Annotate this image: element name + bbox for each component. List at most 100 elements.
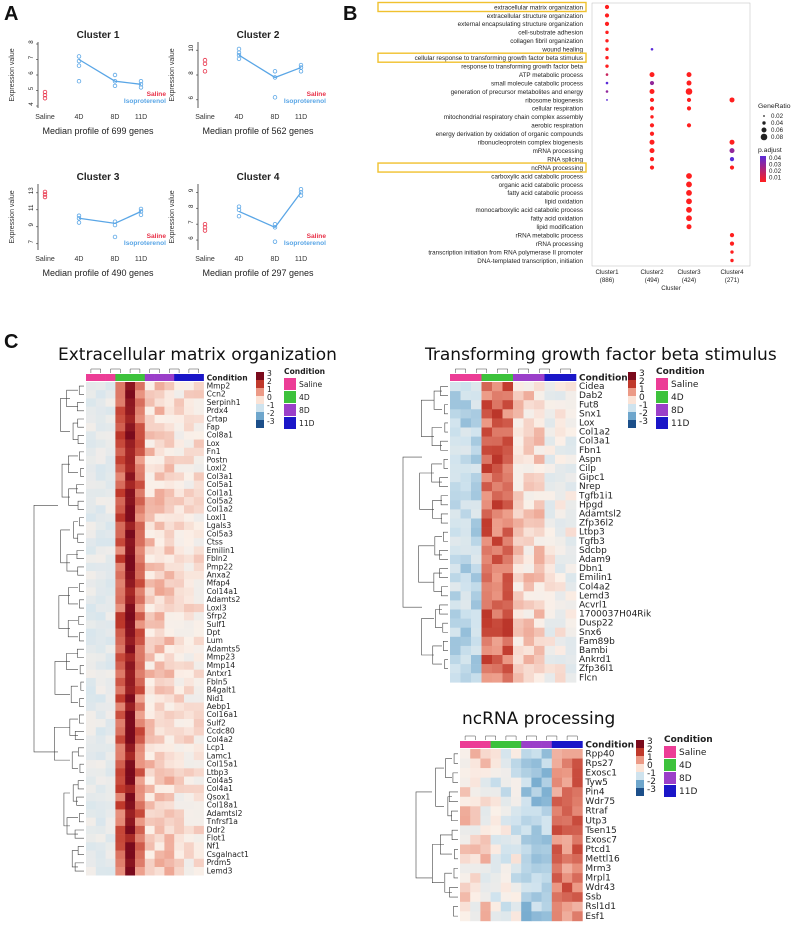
heat-cell [471, 673, 482, 683]
plot-frame [591, 2, 751, 267]
legend-isoproterenol: Isoproterenol [284, 240, 326, 247]
heat-cell [531, 901, 542, 912]
heat-cell [154, 719, 165, 728]
heat-cell [490, 796, 502, 807]
heat-cell [460, 609, 472, 619]
heat-cell [174, 414, 185, 424]
heat-cell [164, 571, 175, 580]
heat-cell [86, 727, 97, 736]
heat-cell [551, 768, 563, 778]
heat-cell [492, 418, 503, 428]
heat-cell [135, 488, 146, 498]
gene-label: Hpgd [579, 500, 603, 510]
heat-cell [551, 787, 563, 798]
heat-cell [115, 595, 126, 605]
heat-cell [193, 677, 204, 687]
heat-cell [492, 427, 503, 437]
condition-bar-cell [500, 741, 512, 748]
heat-cell [460, 844, 471, 855]
row-dendrogram [33, 385, 84, 872]
iso-point [112, 72, 118, 78]
heat-cell [125, 669, 136, 679]
go-term-label: external encapsulating structure organiz… [458, 21, 584, 28]
heat-cell [105, 760, 116, 769]
heat-cell [481, 518, 493, 528]
heat-cell [184, 603, 195, 613]
heat-cell [513, 609, 524, 619]
heat-cell [460, 545, 472, 556]
condition-bar-cell [471, 374, 482, 381]
scale-tick-label: -2 [639, 409, 648, 419]
scale-tick-label: -3 [639, 417, 648, 427]
heat-cell [565, 445, 577, 456]
heat-cell [531, 796, 542, 807]
heat-cell [154, 801, 165, 810]
heat-cell [193, 768, 204, 777]
heat-cell [174, 620, 185, 629]
heat-cell [460, 518, 472, 528]
scale-swatch [636, 748, 644, 756]
heat-cell [513, 527, 524, 537]
median-line [78, 58, 142, 85]
condition-legend-label: Saline [679, 748, 707, 758]
heat-cell [105, 858, 116, 868]
heat-cell [174, 480, 185, 490]
heat-cell [144, 809, 155, 818]
heat-cell [115, 513, 126, 523]
y-tick-label: 10 [188, 44, 195, 51]
heat-cell [544, 536, 556, 547]
heat-cell [86, 677, 97, 687]
heat-cell [135, 620, 146, 629]
heat-cell [500, 854, 512, 864]
heat-cell [144, 825, 155, 835]
heat-cell [492, 409, 503, 419]
heat-cell [562, 806, 573, 817]
heat-cell [502, 500, 514, 510]
heat-cell [193, 455, 204, 465]
heat-cell [184, 653, 195, 662]
heat-cell [481, 536, 493, 547]
heat-cell [562, 901, 573, 912]
heat-cell [115, 866, 126, 876]
heat-cell [135, 719, 146, 728]
heat-cell [184, 612, 195, 621]
dot [604, 13, 610, 18]
heat-cell [470, 749, 481, 759]
heat-cell [164, 513, 175, 523]
heat-cell [450, 445, 461, 456]
heat-cell [174, 562, 185, 572]
heat-cell [541, 768, 553, 778]
heat-cell [86, 842, 97, 851]
heat-cell [135, 587, 146, 597]
heat-cell [534, 473, 545, 483]
heat-cell [144, 768, 155, 777]
condition-legend-label: 8D [299, 406, 310, 415]
heat-cell [193, 636, 204, 646]
heat-cell [95, 497, 106, 506]
heat-cell [534, 564, 545, 574]
heat-cell [544, 454, 556, 465]
heat-cell [551, 749, 563, 759]
heat-cell [565, 536, 577, 547]
heat-cell [492, 636, 503, 647]
heat-cell [492, 482, 503, 492]
heat-cell [523, 409, 535, 419]
go-term-label: lipid modification [536, 224, 583, 231]
scale-tick-label: -1 [639, 401, 648, 411]
heat-cell [551, 777, 563, 788]
scale-tick-label: 0 [639, 393, 645, 403]
heat-cell [450, 582, 461, 592]
heat-cell [154, 595, 165, 605]
heat-cell [544, 482, 556, 492]
heat-cell [502, 391, 514, 401]
heat-cell [135, 406, 146, 416]
heat-cell [86, 538, 97, 547]
heat-cell [544, 636, 556, 647]
go-term-label: collagen fibril organization [510, 38, 583, 45]
heat-cell [164, 612, 175, 621]
dot [686, 224, 692, 230]
heat-cell [95, 645, 106, 654]
heat-cell [164, 710, 175, 720]
dot [649, 97, 655, 103]
heat-cell [521, 749, 532, 759]
